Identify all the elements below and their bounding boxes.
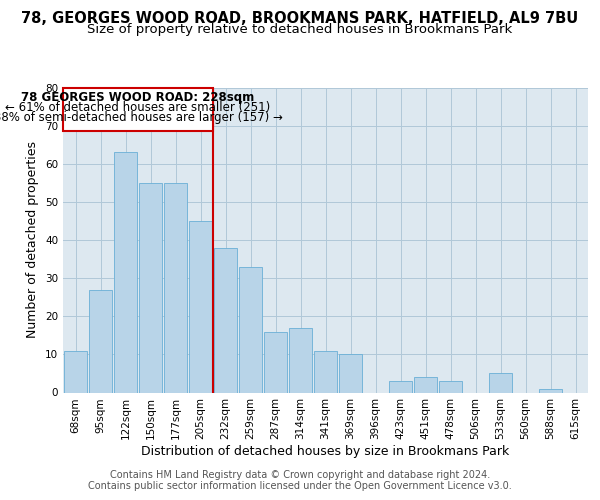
- Text: 38% of semi-detached houses are larger (157) →: 38% of semi-detached houses are larger (…: [0, 111, 283, 124]
- Bar: [539, 388, 562, 392]
- Bar: [89, 290, 112, 393]
- Bar: [263, 332, 287, 392]
- Text: 78 GEORGES WOOD ROAD: 228sqm: 78 GEORGES WOOD ROAD: 228sqm: [22, 90, 254, 104]
- Bar: [164, 183, 187, 392]
- Bar: [488, 374, 512, 392]
- Text: Size of property relative to detached houses in Brookmans Park: Size of property relative to detached ho…: [88, 22, 512, 36]
- Text: 78, GEORGES WOOD ROAD, BROOKMANS PARK, HATFIELD, AL9 7BU: 78, GEORGES WOOD ROAD, BROOKMANS PARK, H…: [22, 11, 578, 26]
- Bar: [439, 381, 463, 392]
- Bar: [289, 328, 313, 392]
- Bar: [214, 248, 238, 392]
- Text: Contains public sector information licensed under the Open Government Licence v3: Contains public sector information licen…: [88, 481, 512, 491]
- Bar: [139, 183, 163, 392]
- Bar: [314, 350, 337, 393]
- Bar: [113, 152, 137, 392]
- Text: Contains HM Land Registry data © Crown copyright and database right 2024.: Contains HM Land Registry data © Crown c…: [110, 470, 490, 480]
- Text: ← 61% of detached houses are smaller (251): ← 61% of detached houses are smaller (25…: [5, 101, 271, 114]
- Bar: [389, 381, 412, 392]
- X-axis label: Distribution of detached houses by size in Brookmans Park: Distribution of detached houses by size …: [142, 445, 509, 458]
- Bar: [188, 221, 212, 392]
- Bar: [338, 354, 362, 393]
- Bar: [239, 266, 262, 392]
- Bar: [64, 350, 88, 393]
- Y-axis label: Number of detached properties: Number of detached properties: [26, 142, 40, 338]
- FancyBboxPatch shape: [63, 88, 213, 132]
- Bar: [413, 377, 437, 392]
